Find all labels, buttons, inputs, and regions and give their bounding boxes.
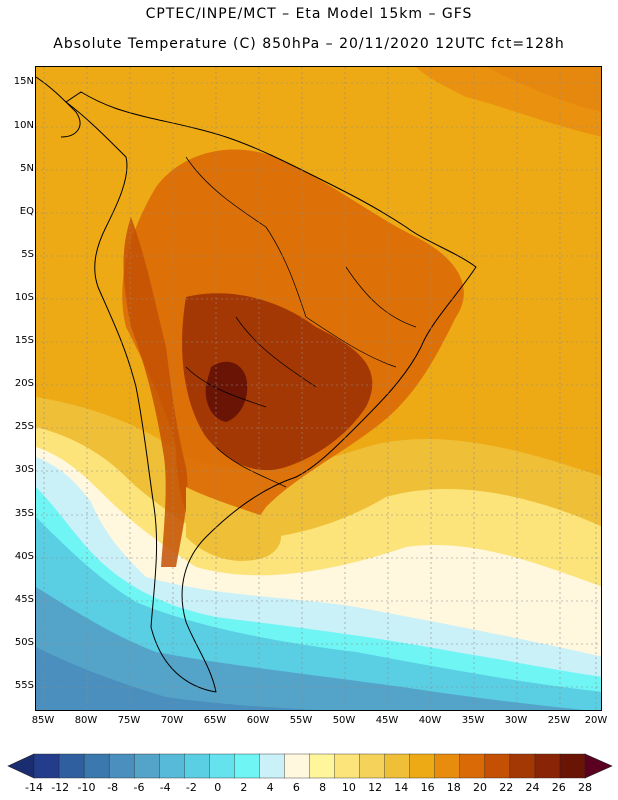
colorbar-label: 26 — [551, 781, 566, 794]
colorbar-label: 12 — [368, 781, 383, 794]
colorbar-cell — [334, 753, 361, 779]
colorbar-cell — [309, 753, 336, 779]
colorbar-cell — [509, 753, 536, 779]
lat-label: 10S — [14, 292, 34, 303]
colorbar-cell — [359, 753, 386, 779]
colorbar-label: 8 — [319, 781, 327, 794]
colorbar-cell — [284, 753, 311, 779]
lat-label: 55S — [14, 680, 34, 691]
lon-label: 85W — [31, 715, 55, 726]
lat-label: 45S — [14, 594, 34, 605]
colorbar-label: -10 — [77, 781, 96, 794]
colorbar-cell — [409, 753, 436, 779]
colorbar — [7, 753, 613, 779]
colorbar-cell — [384, 753, 411, 779]
land-hot-region — [182, 293, 373, 471]
colorbar-label: -2 — [185, 781, 197, 794]
lon-label: 75W — [117, 715, 141, 726]
lon-label: 80W — [74, 715, 98, 726]
colorbar-label: -6 — [133, 781, 145, 794]
map-subtitle: Absolute Temperature (C) 850hPa – 20/11/… — [53, 36, 565, 52]
lon-label: 55W — [289, 715, 313, 726]
colorbar-label: -4 — [159, 781, 171, 794]
lat-label: 40S — [14, 551, 34, 562]
colorbar-label: 14 — [394, 781, 409, 794]
lat-label: 30S — [14, 464, 34, 475]
lat-label: EQ — [19, 206, 34, 217]
colorbar-label: 2 — [240, 781, 248, 794]
colorbar-cell — [184, 753, 211, 779]
colorbar-cell — [209, 753, 236, 779]
temp-band-neg4 — [36, 587, 585, 710]
colorbar-cell — [133, 753, 160, 779]
colorbar-label: -8 — [107, 781, 119, 794]
lon-label: 20W — [584, 715, 608, 726]
colorbar-cell — [58, 753, 85, 779]
warm-patch — [416, 67, 601, 137]
colorbar-cell — [33, 753, 60, 779]
colorbar-cell — [159, 753, 185, 779]
colorbar-cell — [534, 753, 561, 779]
coastline — [65, 91, 477, 693]
colorbar-label: -12 — [51, 781, 70, 794]
colorbar-label: -14 — [25, 781, 43, 794]
warm-patch — [486, 67, 601, 112]
lon-label: 40W — [418, 715, 442, 726]
colorbar-label: 0 — [214, 781, 222, 794]
lon-label: 45W — [375, 715, 399, 726]
lat-label: 20S — [14, 378, 34, 389]
map-title: CPTEC/INPE/MCT – Eta Model 15km – GFS — [145, 6, 473, 22]
colorbar-cell — [234, 753, 261, 779]
lon-label: 60W — [246, 715, 270, 726]
colorbar-label: 6 — [292, 781, 300, 794]
land-hottest-core — [205, 361, 248, 422]
colorbar-underflow-arrow — [7, 753, 35, 779]
colorbar-cell — [559, 753, 586, 779]
colorbar-label: 10 — [341, 781, 356, 794]
lat-label: 15N — [13, 76, 34, 87]
lat-label: 25S — [14, 421, 34, 432]
lat-label: 5S — [21, 249, 34, 260]
central-america-coast — [36, 76, 81, 138]
colorbar-label: 18 — [446, 781, 461, 794]
colorbar-cell — [484, 753, 511, 779]
lon-label: 50W — [332, 715, 356, 726]
temperature-map — [35, 66, 602, 711]
lat-label: 35S — [14, 508, 34, 519]
temp-band-neg8 — [36, 647, 318, 710]
colorbar-cell — [434, 753, 461, 779]
andes-warm-strip — [123, 217, 188, 567]
lon-label: 25W — [547, 715, 571, 726]
colorbar-label: 20 — [473, 781, 487, 794]
lat-label: 10N — [13, 120, 34, 131]
lon-label: 65W — [203, 715, 227, 726]
patagonia-warm-tongue — [186, 487, 281, 561]
colorbar-label: 22 — [499, 781, 514, 794]
lon-label: 30W — [504, 715, 528, 726]
colorbar-cell — [459, 753, 486, 779]
lat-label: 15S — [14, 335, 34, 346]
lat-label: 50S — [14, 637, 34, 648]
colorbar-label: 28 — [578, 781, 592, 794]
colorbar-overflow-arrow — [584, 753, 613, 779]
colorbar-label: 4 — [266, 781, 274, 794]
colorbar-label: 16 — [420, 781, 435, 794]
colorbar-cell — [259, 753, 286, 779]
colorbar-label: 24 — [525, 781, 540, 794]
lon-label: 35W — [461, 715, 485, 726]
colorbar-cell — [108, 753, 135, 779]
colorbar-cell — [83, 753, 110, 779]
lat-label: 5N — [20, 163, 34, 174]
lon-label: 70W — [160, 715, 184, 726]
